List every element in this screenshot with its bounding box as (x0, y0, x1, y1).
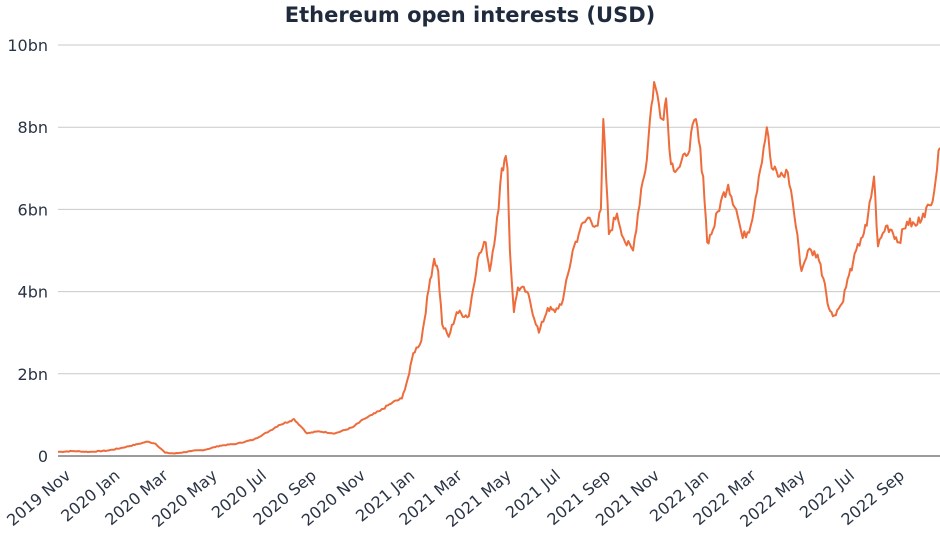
x-tick-label: 2019 Nov (3, 466, 74, 530)
chart-title: Ethereum open interests (USD) (285, 3, 655, 27)
y-tick-label: 6bn (18, 200, 48, 219)
y-tick-label: 2bn (18, 365, 48, 384)
y-tick-label: 10bn (7, 36, 48, 55)
gridlines (58, 44, 940, 457)
series-layer (57, 81, 940, 455)
y-tick-label: 0 (38, 447, 48, 466)
y-axis: 0 2bn 4bn 6bn 8bn 10bn (7, 36, 48, 466)
y-tick-label: 8bn (18, 118, 48, 137)
y-tick-label: 4bn (18, 283, 48, 302)
series-line (57, 81, 940, 455)
